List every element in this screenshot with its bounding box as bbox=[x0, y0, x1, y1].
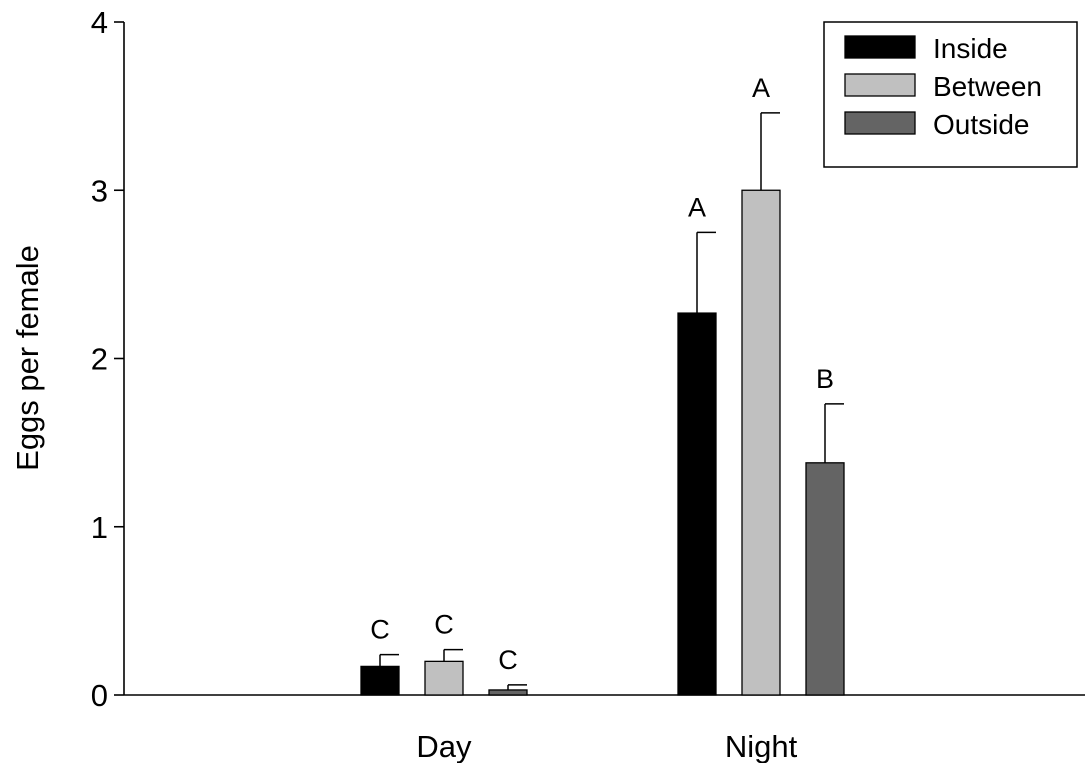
bar-inside-day bbox=[360, 665, 400, 696]
significance-letter: B bbox=[816, 364, 834, 394]
significance-letter: A bbox=[752, 73, 770, 103]
bar-between-day bbox=[424, 660, 464, 696]
y-axis-title: Eggs per female bbox=[10, 245, 45, 471]
legend-label-inside: Inside bbox=[933, 33, 1008, 64]
y-tick-label: 1 bbox=[91, 510, 108, 545]
bar-between-night bbox=[741, 189, 781, 696]
x-category-label: Night bbox=[725, 729, 798, 763]
y-tick-label: 2 bbox=[91, 342, 108, 377]
bar-inside-night bbox=[677, 312, 717, 696]
y-tick-label: 4 bbox=[91, 5, 108, 40]
significance-letter: C bbox=[498, 645, 518, 675]
y-tick-label: 0 bbox=[91, 678, 108, 713]
legend: Inside Between Outside bbox=[823, 21, 1078, 168]
significance-letter: C bbox=[370, 615, 390, 645]
bar-outside-day bbox=[488, 689, 528, 696]
legend-label-outside: Outside bbox=[933, 109, 1030, 140]
x-category-label: Day bbox=[416, 729, 472, 763]
legend-swatch-between bbox=[844, 73, 916, 97]
legend-swatch-inside bbox=[844, 35, 916, 59]
y-tick-label: 3 bbox=[91, 173, 108, 208]
bar-outside-night bbox=[805, 462, 845, 696]
significance-letter: C bbox=[434, 610, 454, 640]
significance-letter: A bbox=[688, 192, 706, 222]
plot-area: 0 1 2 3 4 Day Night C A C A C B bbox=[91, 5, 1085, 763]
legend-label-between: Between bbox=[933, 71, 1042, 102]
legend-swatch-outside bbox=[844, 111, 916, 135]
